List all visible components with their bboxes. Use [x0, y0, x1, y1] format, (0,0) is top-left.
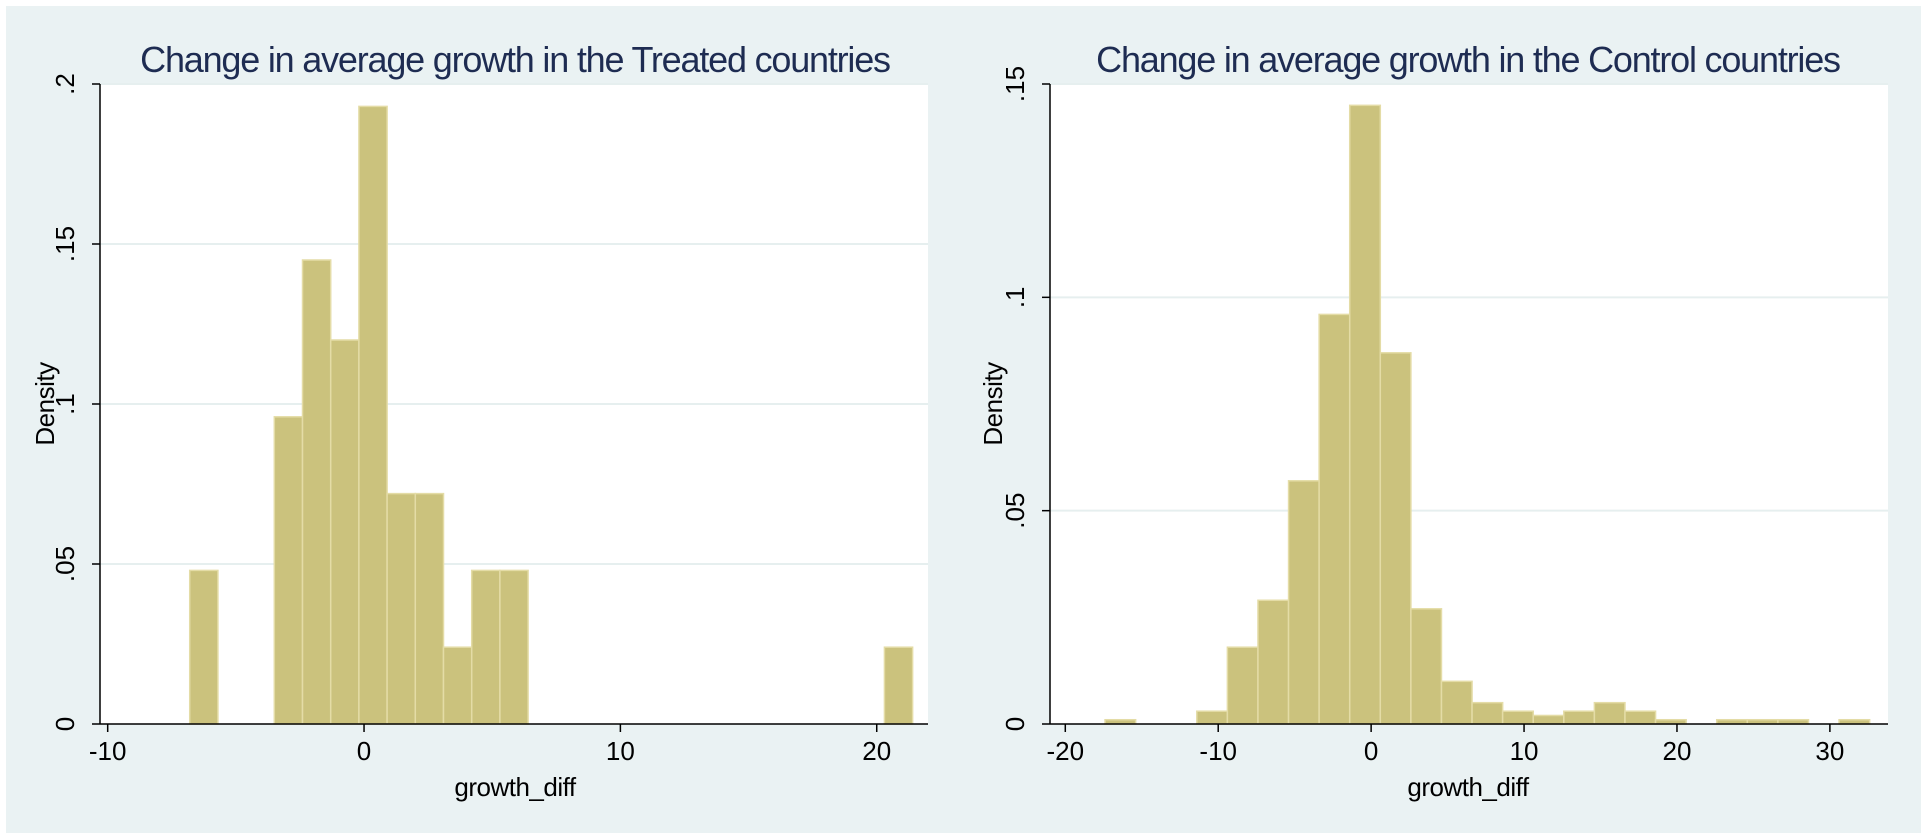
- y-tick-label: .1: [1000, 286, 1030, 308]
- gridlines-treated: [100, 83, 928, 565]
- x-tick-label: 30: [1815, 736, 1844, 766]
- y-tick-label: .05: [50, 546, 80, 582]
- x-tick-label: 10: [606, 736, 635, 766]
- histogram-bar: [1226, 646, 1259, 725]
- x-tick-label: 0: [357, 736, 371, 766]
- x-tick-label: 0: [1364, 736, 1378, 766]
- histogram-bar: [470, 569, 501, 725]
- bars-control: [1104, 104, 1871, 725]
- histogram-bar: [1624, 710, 1657, 725]
- histogram-bar: [1379, 352, 1412, 725]
- chart-treated: 0 .05 .1 .15 .2 -10 0 10 20 Change in average g…: [30, 39, 928, 802]
- histogram-bar: [1593, 701, 1626, 725]
- x-ticks-control: -20 -10 0 10 20 30: [1047, 724, 1844, 766]
- x-tick-label: -20: [1047, 736, 1085, 766]
- histogram-bar: [1563, 710, 1596, 725]
- y-ticks-treated: 0 .05 .1 .15 .2: [50, 73, 100, 731]
- y-tick-label: .15: [1000, 66, 1030, 102]
- x-tick-label: 20: [1663, 736, 1692, 766]
- histogram-bar: [414, 492, 445, 725]
- histogram-bar: [1501, 710, 1534, 725]
- x-tick-label: 10: [1510, 736, 1539, 766]
- x-tick-label: -10: [1199, 736, 1237, 766]
- histogram-bar: [358, 105, 388, 725]
- x-axis-label-control: growth_diff: [1407, 772, 1529, 802]
- y-tick-label: 0: [1000, 717, 1030, 731]
- bars-treated: [188, 105, 914, 725]
- y-axis-label-treated: Density: [30, 362, 60, 446]
- chart-title-treated: Change in average growth in the Treated …: [140, 39, 890, 80]
- y-axis-label-control: Density: [978, 362, 1008, 446]
- histogram-bar: [1287, 480, 1320, 725]
- chart-title-control: Change in average growth in the Control …: [1096, 39, 1840, 80]
- histogram-bar: [1471, 701, 1504, 725]
- histogram-bar: [188, 569, 219, 725]
- histogram-bar: [1257, 599, 1290, 725]
- histogram-bar: [883, 646, 914, 725]
- y-tick-label: .2: [50, 73, 80, 95]
- histogram-bar: [1532, 714, 1565, 725]
- histogram-bar: [1410, 608, 1443, 725]
- histogram-bar: [1318, 313, 1351, 725]
- x-axis-label-treated: growth_diff: [454, 772, 576, 802]
- y-tick-label: .1: [50, 393, 80, 415]
- chart-control: 0 .05 .1 .15 -20 -10 0 10 20 30 Change in averag…: [978, 39, 1888, 802]
- histogram-bar: [301, 259, 332, 725]
- histogram-bar: [386, 492, 417, 725]
- gridlines-control: [1050, 83, 1888, 512]
- y-ticks-control: 0 .05 .1 .15: [1000, 66, 1050, 731]
- histogram-bar: [329, 339, 360, 725]
- plot-area-control: [1050, 84, 1888, 724]
- histogram-bar: [1348, 104, 1382, 725]
- y-tick-label: .05: [1000, 493, 1030, 529]
- y-tick-label: 0: [50, 717, 80, 731]
- histogram-bar: [499, 569, 529, 725]
- x-ticks-treated: -10 0 10 20: [89, 724, 891, 766]
- histogram-bar: [1440, 680, 1473, 725]
- histogram-bar: [1196, 710, 1229, 725]
- y-tick-label: .15: [50, 226, 80, 262]
- x-tick-label: -10: [89, 736, 127, 766]
- x-tick-label: 20: [862, 736, 891, 766]
- histogram-bar: [273, 416, 304, 725]
- histogram-bar: [442, 646, 473, 725]
